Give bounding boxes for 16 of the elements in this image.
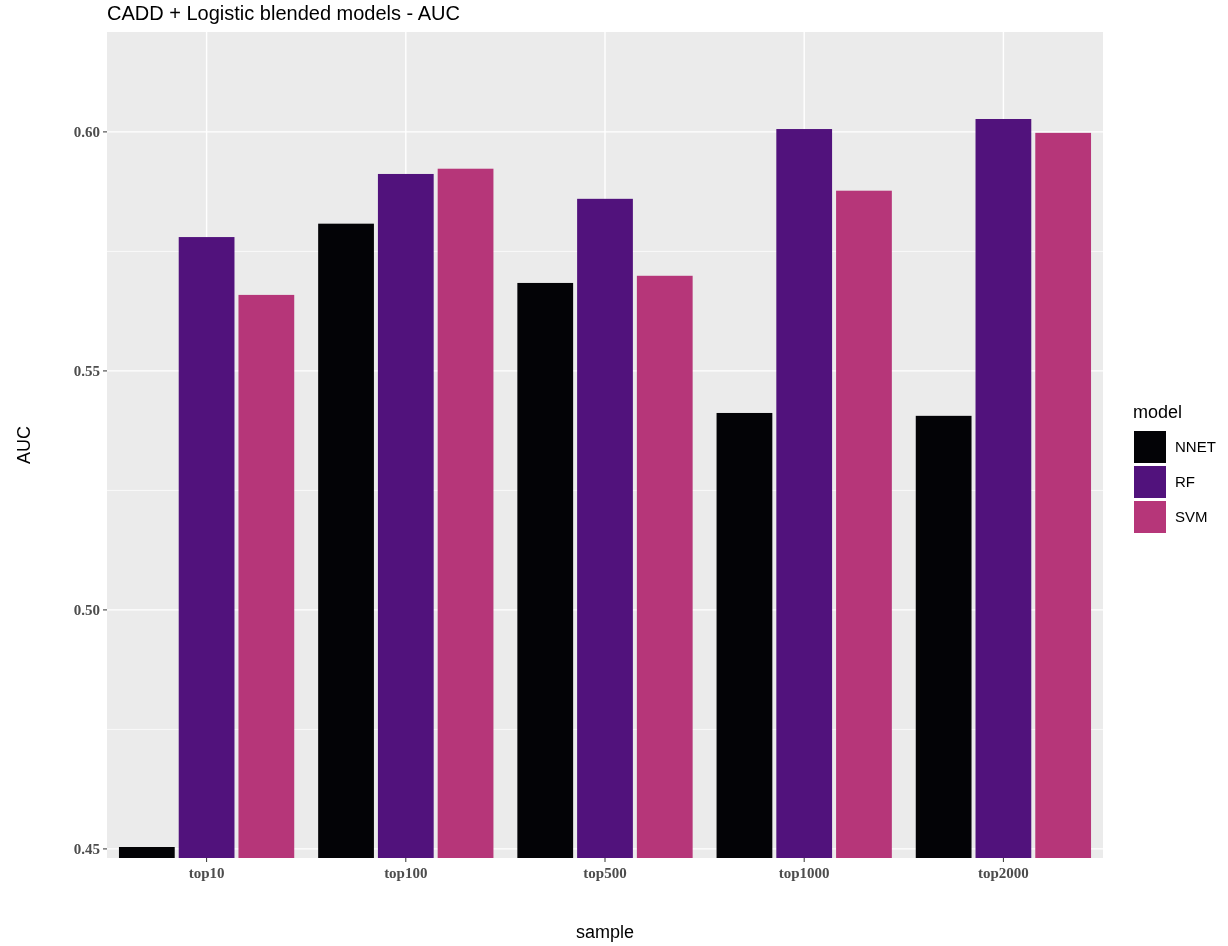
x-tick-label: top100 — [384, 865, 428, 881]
x-tick-label: top1000 — [778, 865, 830, 881]
y-tick-label: 0.50 — [73, 602, 100, 619]
legend-label: RF — [1175, 473, 1195, 491]
y-tick-label: 0.60 — [73, 124, 100, 141]
x-axis-title: sample — [575, 922, 635, 942]
x-tick-label: top10 — [188, 865, 225, 881]
legend-label: NNET — [1175, 438, 1216, 456]
y-axis-title: AUC — [14, 425, 34, 465]
x-tick-label: top2000 — [977, 865, 1029, 881]
x-tick-label: top500 — [583, 865, 627, 881]
legend-label: SVM — [1175, 508, 1208, 526]
y-tick-label: 0.45 — [73, 841, 100, 858]
y-tick-label: 0.55 — [73, 363, 100, 380]
legend-title: model — [1133, 402, 1183, 422]
chart-title: CADD + Logistic blended models - AUC — [107, 2, 460, 24]
